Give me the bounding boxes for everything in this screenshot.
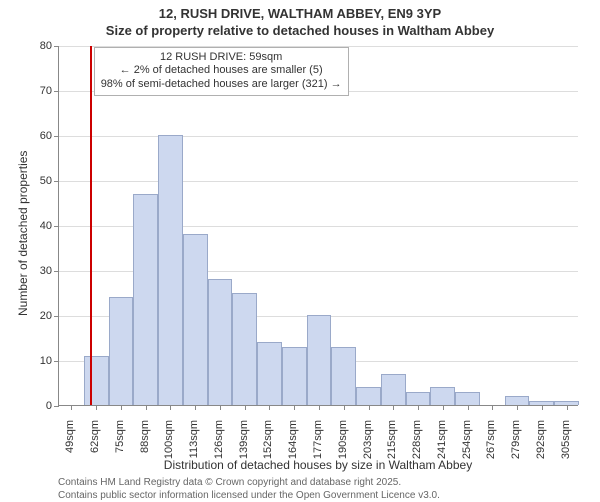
x-tick-mark xyxy=(146,405,147,410)
annotation-line: ← 2% of detached houses are smaller (5) xyxy=(101,64,342,78)
histogram-bar xyxy=(183,234,208,405)
x-tick-label: 267sqm xyxy=(485,420,497,470)
x-tick-label: 190sqm xyxy=(337,420,349,470)
y-tick-mark xyxy=(54,91,59,92)
x-tick-label: 215sqm xyxy=(386,420,398,470)
histogram-bar xyxy=(208,279,233,405)
figure: { "title": { "line1": "12, RUSH DRIVE, W… xyxy=(0,0,600,500)
x-tick-mark xyxy=(319,405,320,410)
annotation-box: 12 RUSH DRIVE: 59sqm← 2% of detached hou… xyxy=(94,47,349,96)
y-tick-label: 80 xyxy=(30,40,52,52)
x-tick-mark xyxy=(542,405,543,410)
y-tick-label: 70 xyxy=(30,85,52,97)
histogram-bar xyxy=(505,396,530,405)
x-tick-label: 292sqm xyxy=(535,420,547,470)
x-tick-label: 126sqm xyxy=(213,420,225,470)
y-tick-label: 40 xyxy=(30,220,52,232)
x-tick-label: 228sqm xyxy=(411,420,423,470)
x-tick-label: 75sqm xyxy=(114,420,126,470)
histogram-bar xyxy=(232,293,257,406)
histogram-bar xyxy=(158,135,183,405)
y-tick-mark xyxy=(54,406,59,407)
x-tick-mark xyxy=(71,405,72,410)
y-tick-label: 0 xyxy=(30,400,52,412)
x-tick-mark xyxy=(369,405,370,410)
x-tick-label: 279sqm xyxy=(510,420,522,470)
y-tick-label: 20 xyxy=(30,310,52,322)
histogram-bar xyxy=(257,342,282,405)
chart-title: 12, RUSH DRIVE, WALTHAM ABBEY, EN9 3YP S… xyxy=(0,0,600,44)
x-tick-mark xyxy=(468,405,469,410)
x-tick-label: 139sqm xyxy=(238,420,250,470)
x-tick-mark xyxy=(443,405,444,410)
x-tick-label: 254sqm xyxy=(461,420,473,470)
x-tick-label: 100sqm xyxy=(163,420,175,470)
x-tick-label: 113sqm xyxy=(188,420,200,470)
y-tick-mark xyxy=(54,181,59,182)
plot-area xyxy=(58,46,578,406)
x-tick-mark xyxy=(269,405,270,410)
x-tick-mark xyxy=(567,405,568,410)
y-tick-mark xyxy=(54,316,59,317)
x-tick-mark xyxy=(96,405,97,410)
histogram-bar xyxy=(109,297,134,405)
property-marker-line xyxy=(90,46,92,405)
histogram-bar xyxy=(331,347,356,406)
y-tick-mark xyxy=(54,226,59,227)
y-tick-label: 10 xyxy=(30,355,52,367)
title-line-2: Size of property relative to detached ho… xyxy=(0,23,600,40)
x-tick-mark xyxy=(121,405,122,410)
attribution-footer: Contains HM Land Registry data © Crown c… xyxy=(58,476,440,502)
x-tick-mark xyxy=(220,405,221,410)
histogram-bar xyxy=(455,392,480,406)
y-tick-label: 30 xyxy=(30,265,52,277)
annotation-line: 12 RUSH DRIVE: 59sqm xyxy=(101,51,342,65)
x-tick-mark xyxy=(195,405,196,410)
x-tick-mark xyxy=(344,405,345,410)
x-tick-label: 88sqm xyxy=(139,420,151,470)
x-tick-mark xyxy=(418,405,419,410)
y-tick-mark xyxy=(54,46,59,47)
x-tick-mark xyxy=(170,405,171,410)
y-tick-mark xyxy=(54,361,59,362)
y-axis-label: Number of detached properties xyxy=(16,151,30,316)
histogram-bar xyxy=(84,356,109,406)
annotation-line: 98% of semi-detached houses are larger (… xyxy=(101,78,342,92)
x-tick-mark xyxy=(517,405,518,410)
x-tick-mark xyxy=(294,405,295,410)
x-tick-label: 49sqm xyxy=(64,420,76,470)
x-tick-mark xyxy=(492,405,493,410)
x-tick-label: 164sqm xyxy=(287,420,299,470)
histogram-bar xyxy=(356,387,381,405)
histogram-bar xyxy=(381,374,406,406)
x-tick-label: 203sqm xyxy=(362,420,374,470)
x-tick-label: 241sqm xyxy=(436,420,448,470)
y-tick-mark xyxy=(54,271,59,272)
footer-line-1: Contains HM Land Registry data © Crown c… xyxy=(58,476,440,489)
title-line-1: 12, RUSH DRIVE, WALTHAM ABBEY, EN9 3YP xyxy=(0,6,600,23)
histogram-bar xyxy=(133,194,158,406)
x-tick-mark xyxy=(393,405,394,410)
gridline xyxy=(59,181,578,182)
x-tick-label: 177sqm xyxy=(312,420,324,470)
histogram-bar xyxy=(406,392,431,406)
x-tick-label: 305sqm xyxy=(560,420,572,470)
footer-line-2: Contains public sector information licen… xyxy=(58,489,440,502)
y-tick-label: 50 xyxy=(30,175,52,187)
x-tick-label: 62sqm xyxy=(89,420,101,470)
gridline xyxy=(59,136,578,137)
histogram-bar xyxy=(307,315,332,405)
y-tick-mark xyxy=(54,136,59,137)
histogram-bar xyxy=(282,347,307,406)
y-tick-label: 60 xyxy=(30,130,52,142)
x-tick-mark xyxy=(245,405,246,410)
histogram-bar xyxy=(430,387,455,405)
x-tick-label: 152sqm xyxy=(262,420,274,470)
